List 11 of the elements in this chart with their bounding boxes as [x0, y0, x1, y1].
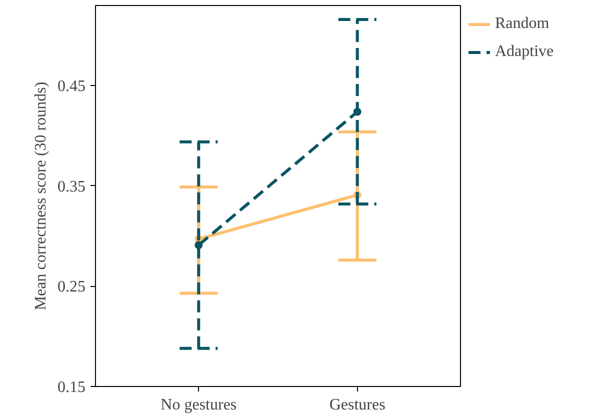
- y-axis-title: Mean correctness score (30 rounds): [32, 82, 50, 310]
- y-tick-label: 0.45: [58, 78, 86, 96]
- x-tick-label: No gestures: [160, 396, 237, 414]
- point: [194, 241, 203, 250]
- legend-label: Adaptive: [495, 43, 554, 61]
- x-tick-label: Gestures: [329, 396, 386, 414]
- y-tick-label: 0.25: [58, 278, 86, 296]
- point: [353, 108, 362, 116]
- legend-label: Random: [495, 15, 550, 33]
- y-tick-label: 0.15: [58, 379, 86, 396]
- y-tick-label: 0.35: [58, 178, 86, 196]
